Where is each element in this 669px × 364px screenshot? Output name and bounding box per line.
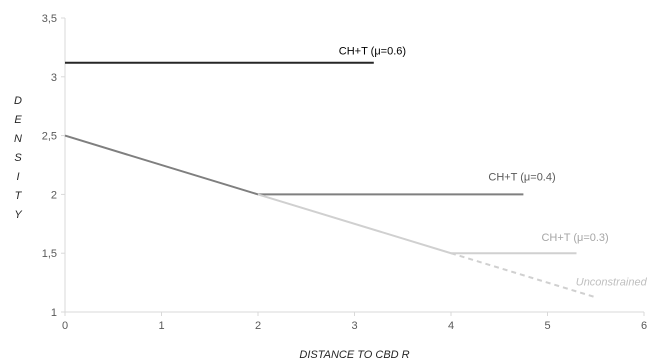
series-labels: CH+T (μ=0.6) CH+T (μ=0.4) CH+T (μ=0.3) Unco…	[339, 46, 648, 289]
x-tick-label: 1	[158, 320, 164, 332]
x-tick-label: 5	[544, 320, 550, 332]
y-axis-title-letter: D	[14, 95, 22, 107]
series-line-3	[257, 193, 577, 255]
y-tick-label: 3,5	[42, 13, 57, 25]
y-tick-label: 1	[51, 307, 57, 319]
series-label-4: Unconstrained	[576, 276, 648, 288]
y-axis-title-letter: N	[14, 133, 22, 145]
axes	[61, 17, 645, 316]
series-label-1: CH+T (μ=0.6)	[339, 46, 406, 58]
y-tick-label: 2,5	[42, 131, 57, 143]
x-axis-title: DISTANCE TO CBD R	[299, 349, 409, 361]
x-tick-label: 4	[448, 320, 454, 332]
series-label-3: CH+T (μ=0.3)	[541, 232, 608, 244]
x-tick-label: 2	[255, 320, 261, 332]
y-axis-title-letter: E	[14, 114, 22, 126]
series-label-2: CH+T (μ=0.4)	[488, 171, 555, 183]
y-tick-label: 3	[51, 72, 57, 84]
y-tick-label: 1,5	[42, 248, 57, 260]
y-axis-title-letter: I	[16, 171, 19, 183]
y-axis-title-letter: S	[14, 152, 22, 164]
y-axis-title-letter: Y	[14, 209, 22, 221]
x-tick-label: 3	[351, 320, 357, 332]
x-tick-label: 0	[62, 320, 68, 332]
series-line-4	[450, 252, 597, 299]
y-tick-label: 2	[51, 189, 57, 201]
series-lines	[64, 61, 597, 299]
x-tick-label: 6	[641, 320, 647, 332]
y-axis-title-letter: T	[15, 190, 23, 202]
tick-labels: 0 1 2 3 4 5 611,522,533,5	[42, 13, 647, 332]
series-line-2	[64, 134, 524, 196]
